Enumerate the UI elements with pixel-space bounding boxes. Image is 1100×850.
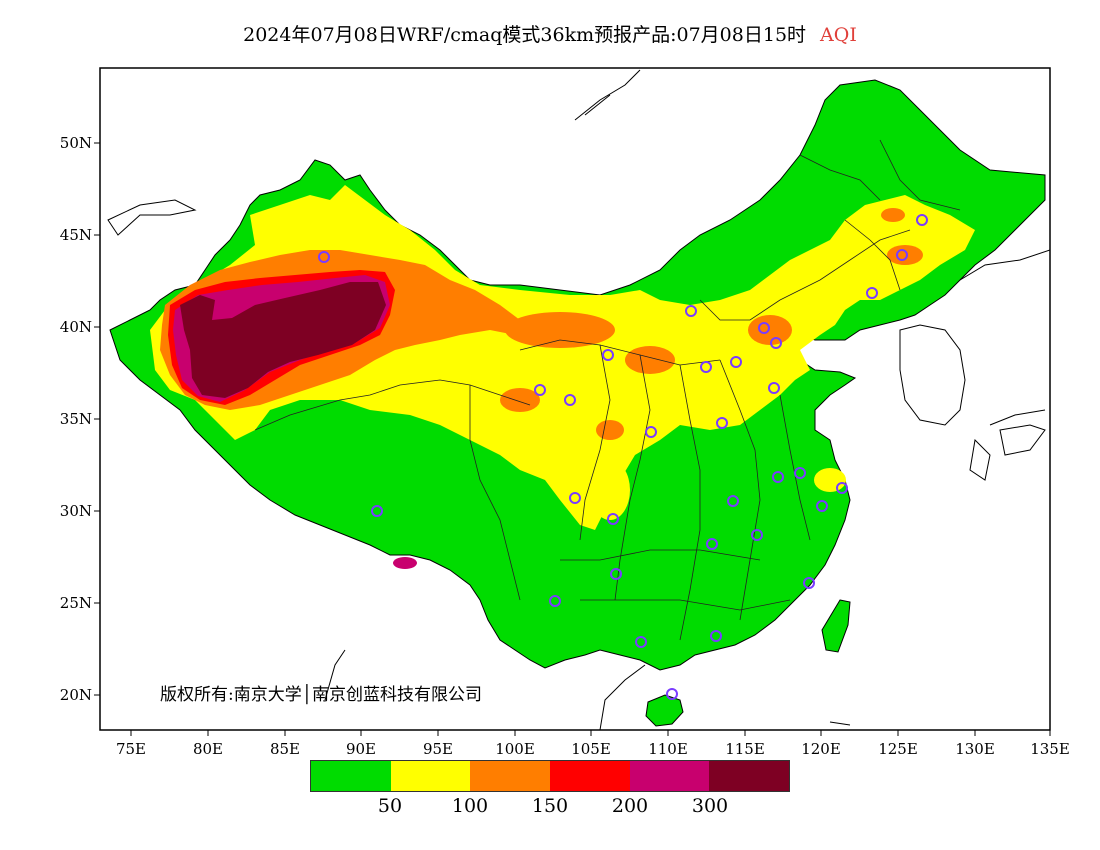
station-marker [635,636,647,648]
station-marker [710,630,722,642]
legend-label-50: 50 [377,795,403,817]
station-marker [816,500,828,512]
station-marker [916,214,928,226]
station-marker [569,492,581,504]
lon-tick-130e: 130E [955,740,995,758]
station-marker [772,471,784,483]
station-markers [318,214,928,700]
station-marker [645,426,657,438]
province-boundaries [254,139,961,641]
legend-label-300: 300 [691,795,729,817]
aqi-patch-shanxi [625,346,675,374]
aqi-patch-liaoning [887,245,923,265]
lat-tick-40n: 40N [59,318,92,336]
aqi-patch-gansu [500,388,540,412]
lat-tick-20n: 20N [59,686,92,704]
aqi-patch-jiangsu [814,468,846,492]
balkhash-outline [107,199,197,236]
station-marker [371,505,383,517]
station-marker [610,568,622,580]
legend-swatch-hazardous [709,761,790,791]
station-marker [803,577,815,589]
station-marker [534,384,546,396]
lon-tick-90e: 90E [345,740,377,758]
station-marker [602,349,614,361]
station-marker [730,356,742,368]
indochina-coastline [324,649,851,730]
station-marker [758,322,770,334]
station-marker [716,417,728,429]
lon-tick-110e: 110E [648,740,688,758]
legend-label-150: 150 [531,795,569,817]
lon-tick-95e: 95E [422,740,454,758]
station-marker [700,361,712,373]
lon-tick-75e: 75E [115,740,147,758]
axis-ticks [94,142,1051,736]
aqi-patch-jingjin [748,315,792,345]
lake-baikal-outline [574,69,641,121]
lon-tick-120e: 120E [801,740,841,758]
aqi-legend [310,760,790,792]
lat-tick-30n: 30N [59,502,92,520]
legend-label-100: 100 [451,795,489,817]
lat-tick-25n: 25N [59,594,92,612]
station-marker [706,538,718,550]
station-marker [727,495,739,507]
lon-tick-85e: 85E [269,740,301,758]
korea-japan-coastline [899,249,1050,481]
aqi-patch-sichuan [590,460,630,520]
title-variable: AQI [820,24,857,46]
station-marker [896,249,908,261]
map-frame [99,67,1051,731]
station-marker [666,688,678,700]
station-marker [685,305,697,317]
lon-tick-80e: 80E [192,740,224,758]
lon-tick-115e: 115E [725,740,765,758]
station-marker [866,287,878,299]
title-main: 2024年07月08日WRF/cmaq模式36km预报产品:07月08日15时 [243,24,807,46]
lon-tick-105e: 105E [571,740,611,758]
aqi-patch-guanzhong [596,420,624,440]
station-marker [770,337,782,349]
aqi-patch-hexi [505,312,615,348]
copyright-notice: 版权所有:南京大学│南京创蓝科技有限公司 [160,685,482,705]
legend-swatch-unhealthy [550,761,630,791]
map-title: 2024年07月08日WRF/cmaq模式36km预报产品:07月08日15时 A… [0,20,1100,47]
aqi-patch-tibet-south [393,557,417,569]
aqi-patch-neimenggu [881,208,905,222]
legend-label-200: 200 [611,795,649,817]
lat-tick-45n: 45N [59,226,92,244]
lon-tick-125e: 125E [878,740,918,758]
station-marker [768,382,780,394]
aqi-zone-hazardous [180,282,386,398]
legend-swatch-moderate [390,761,471,791]
lat-tick-35n: 35N [59,410,92,428]
station-marker [794,467,806,479]
legend-swatch-sensitive [470,761,551,791]
station-marker [549,595,561,607]
station-marker [564,394,576,406]
station-marker [751,529,763,541]
lon-tick-100e: 100E [495,740,535,758]
taiwan-island [821,599,851,653]
station-marker [607,513,619,525]
station-marker [836,482,848,494]
station-marker [318,251,330,263]
lon-tick-135e: 135E [1030,740,1070,758]
lat-tick-50n: 50N [59,134,92,152]
legend-swatch-good [311,761,391,791]
legend-swatch-very-unhealthy [629,761,710,791]
